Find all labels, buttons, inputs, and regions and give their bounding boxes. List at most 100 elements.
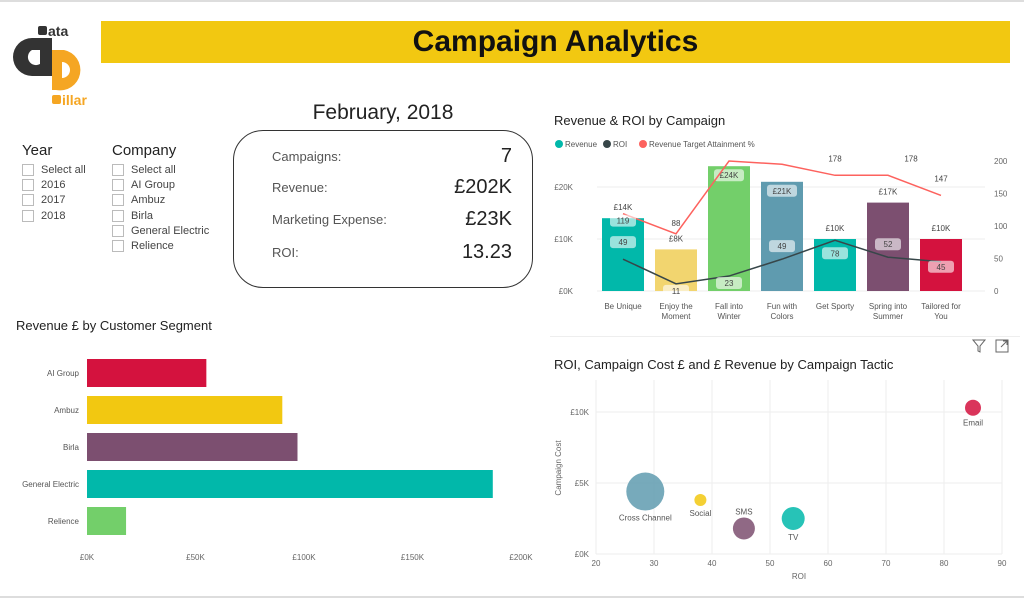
segment-bar[interactable] — [87, 396, 283, 424]
segment-bar[interactable] — [87, 359, 207, 387]
y-axis-tick: £20K — [554, 183, 573, 192]
company-slicer-option[interactable]: Select all — [112, 162, 209, 177]
bubble[interactable] — [781, 507, 805, 530]
data-label-bg — [663, 284, 689, 297]
roi-line — [622, 239, 942, 285]
revenue-bar[interactable] — [708, 166, 750, 291]
checkbox[interactable] — [22, 163, 34, 176]
divider — [550, 336, 1020, 337]
x-axis-tick: 90 — [998, 559, 1007, 568]
year-option-label: Select all — [41, 163, 86, 176]
checkbox[interactable] — [22, 194, 34, 207]
revenue-data-label: £21K — [773, 187, 792, 196]
legend-label: Revenue — [565, 140, 598, 149]
legend-label: ROI — [613, 140, 627, 149]
x-axis-tick: £0K — [80, 553, 95, 562]
kpi-row: Campaigns: 7 — [272, 145, 512, 168]
visual-toolbar — [972, 339, 1009, 353]
year-option-label: 2016 — [41, 178, 66, 191]
bubble[interactable] — [626, 472, 665, 511]
data-label-bg — [767, 184, 797, 197]
company-slicer-option[interactable]: General Electric — [112, 223, 209, 238]
company-option-label: Ambuz — [131, 194, 166, 207]
company-option-label: Relience — [131, 240, 174, 253]
y-axis-tick: General Electric — [22, 480, 79, 489]
x-axis-tick: Summer — [873, 312, 904, 321]
company-slicer-title: Company — [112, 142, 177, 159]
top-border — [0, 0, 1024, 2]
bubble[interactable] — [732, 517, 755, 540]
company-option-label: AI Group — [131, 178, 176, 191]
checkbox[interactable] — [22, 209, 34, 222]
checkbox[interactable] — [112, 209, 124, 222]
company-option-label: General Electric — [131, 224, 210, 237]
year-slicer-option[interactable]: 2018 — [22, 208, 86, 223]
year-option-label: 2018 — [41, 209, 66, 222]
bubble-label: TV — [788, 533, 799, 542]
company-option-label: Birla — [131, 209, 154, 222]
title-banner: Campaign Analytics — [101, 21, 1010, 63]
bubble[interactable] — [965, 399, 981, 416]
checkbox[interactable] — [112, 224, 124, 237]
y2-axis-tick: 50 — [994, 255, 1003, 264]
roi-data-label: 49 — [619, 238, 628, 247]
target-data-label: 88 — [672, 219, 681, 228]
x-axis-tick: £50K — [186, 553, 205, 562]
revenue-data-label: £10K — [932, 224, 951, 233]
roi-data-label: 49 — [778, 242, 787, 251]
checkbox[interactable] — [112, 240, 124, 253]
company-slicer-option[interactable]: Birla — [112, 208, 209, 223]
data-label-bg — [716, 277, 742, 290]
data-label-bg — [610, 214, 636, 227]
company-slicer-option[interactable]: Ambuz — [112, 193, 209, 208]
year-slicer: Year Select all 2016 2017 2018 — [22, 142, 86, 223]
checkbox[interactable] — [112, 178, 124, 191]
x-axis-tick: Colors — [770, 312, 793, 321]
revenue-bar[interactable] — [655, 249, 697, 291]
legend-label: Revenue Target Attainment % — [649, 140, 755, 149]
x-axis-title: ROI — [792, 572, 806, 581]
segment-chart-title: Revenue £ by Customer Segment — [16, 318, 212, 333]
revenue-bar[interactable] — [814, 239, 856, 291]
y2-axis-tick: 0 — [994, 287, 999, 296]
kpi-card: Campaigns: 7 Revenue: £202K Marketing Expens… — [233, 130, 533, 288]
year-slicer-option[interactable]: Select all — [22, 162, 86, 177]
bubble-label: Social — [690, 509, 712, 518]
kpi-value: £23K — [465, 208, 512, 230]
company-slicer-option[interactable]: Relience — [112, 238, 209, 253]
segment-bar[interactable] — [87, 433, 298, 461]
y-axis-tick: £5K — [575, 479, 590, 488]
checkbox[interactable] — [22, 178, 34, 191]
x-axis-tick: Fun with — [767, 302, 797, 311]
revenue-bar[interactable] — [602, 218, 644, 291]
kpi-row: Revenue: £202K — [272, 176, 512, 199]
kpi-label: Campaigns: — [272, 149, 342, 164]
x-axis-tick: Get Sporty — [816, 302, 854, 311]
company-slicer-option[interactable]: AI Group — [112, 177, 209, 192]
bubble[interactable] — [694, 494, 707, 507]
legend-marker-icon — [555, 140, 563, 148]
bubble-label: Email — [963, 419, 983, 428]
target-data-label: 147 — [934, 174, 948, 183]
checkbox[interactable] — [112, 194, 124, 207]
revenue-data-label: £10K — [826, 224, 845, 233]
year-slicer-option[interactable]: 2017 — [22, 193, 86, 208]
target-data-label: 178 — [828, 154, 842, 163]
x-axis-tick: £100K — [292, 553, 316, 562]
data-label-bg — [928, 260, 954, 273]
filter-icon[interactable] — [972, 339, 987, 353]
data-label-bg — [610, 236, 636, 249]
bottom-border — [0, 596, 1024, 598]
legend-marker-icon — [639, 140, 647, 148]
y2-axis-tick: 100 — [994, 222, 1008, 231]
focus-mode-icon[interactable] — [995, 339, 1009, 353]
segment-bar[interactable] — [87, 470, 493, 498]
x-axis-tick: 20 — [592, 559, 601, 568]
company-option-label: Select all — [131, 163, 176, 176]
checkbox[interactable] — [112, 163, 124, 176]
x-axis-tick: £150K — [401, 553, 425, 562]
year-slicer-option[interactable]: 2016 — [22, 177, 86, 192]
revenue-data-label: £17K — [879, 188, 898, 197]
segment-bar[interactable] — [87, 507, 127, 535]
revenue-bar[interactable] — [761, 181, 803, 291]
